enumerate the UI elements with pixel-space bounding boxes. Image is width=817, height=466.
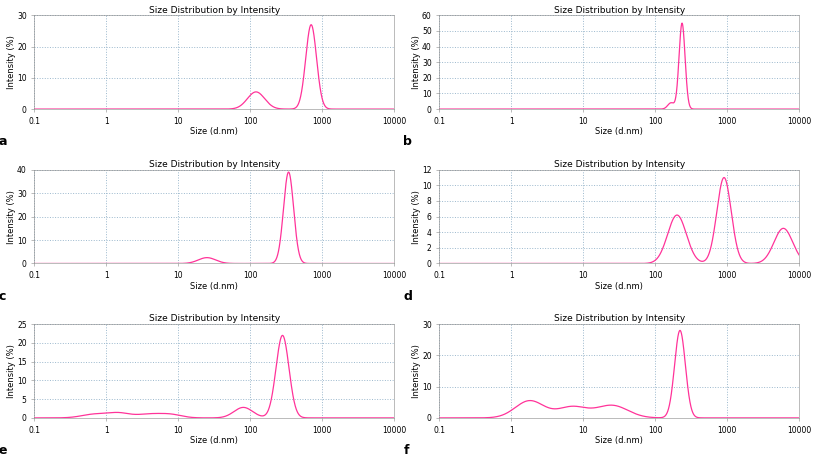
Title: Size Distribution by Intensity: Size Distribution by Intensity [554,6,685,14]
X-axis label: Size (d.nm): Size (d.nm) [190,436,239,445]
X-axis label: Size (d.nm): Size (d.nm) [190,281,239,290]
Title: Size Distribution by Intensity: Size Distribution by Intensity [149,160,280,169]
Title: Size Distribution by Intensity: Size Distribution by Intensity [149,315,280,323]
Y-axis label: Intensity (%): Intensity (%) [412,35,421,89]
Title: Size Distribution by Intensity: Size Distribution by Intensity [554,315,685,323]
Text: e: e [0,444,7,457]
Text: c: c [0,290,6,303]
Y-axis label: Intensity (%): Intensity (%) [7,35,16,89]
Title: Size Distribution by Intensity: Size Distribution by Intensity [554,160,685,169]
Y-axis label: Intensity (%): Intensity (%) [412,190,421,244]
Y-axis label: Intensity (%): Intensity (%) [412,344,421,398]
Text: b: b [404,135,413,148]
Text: a: a [0,135,7,148]
Text: d: d [404,290,413,303]
X-axis label: Size (d.nm): Size (d.nm) [596,281,643,290]
Y-axis label: Intensity (%): Intensity (%) [7,190,16,244]
Text: f: f [404,444,408,457]
X-axis label: Size (d.nm): Size (d.nm) [190,127,239,136]
Title: Size Distribution by Intensity: Size Distribution by Intensity [149,6,280,14]
Y-axis label: Intensity (%): Intensity (%) [7,344,16,398]
X-axis label: Size (d.nm): Size (d.nm) [596,436,643,445]
X-axis label: Size (d.nm): Size (d.nm) [596,127,643,136]
